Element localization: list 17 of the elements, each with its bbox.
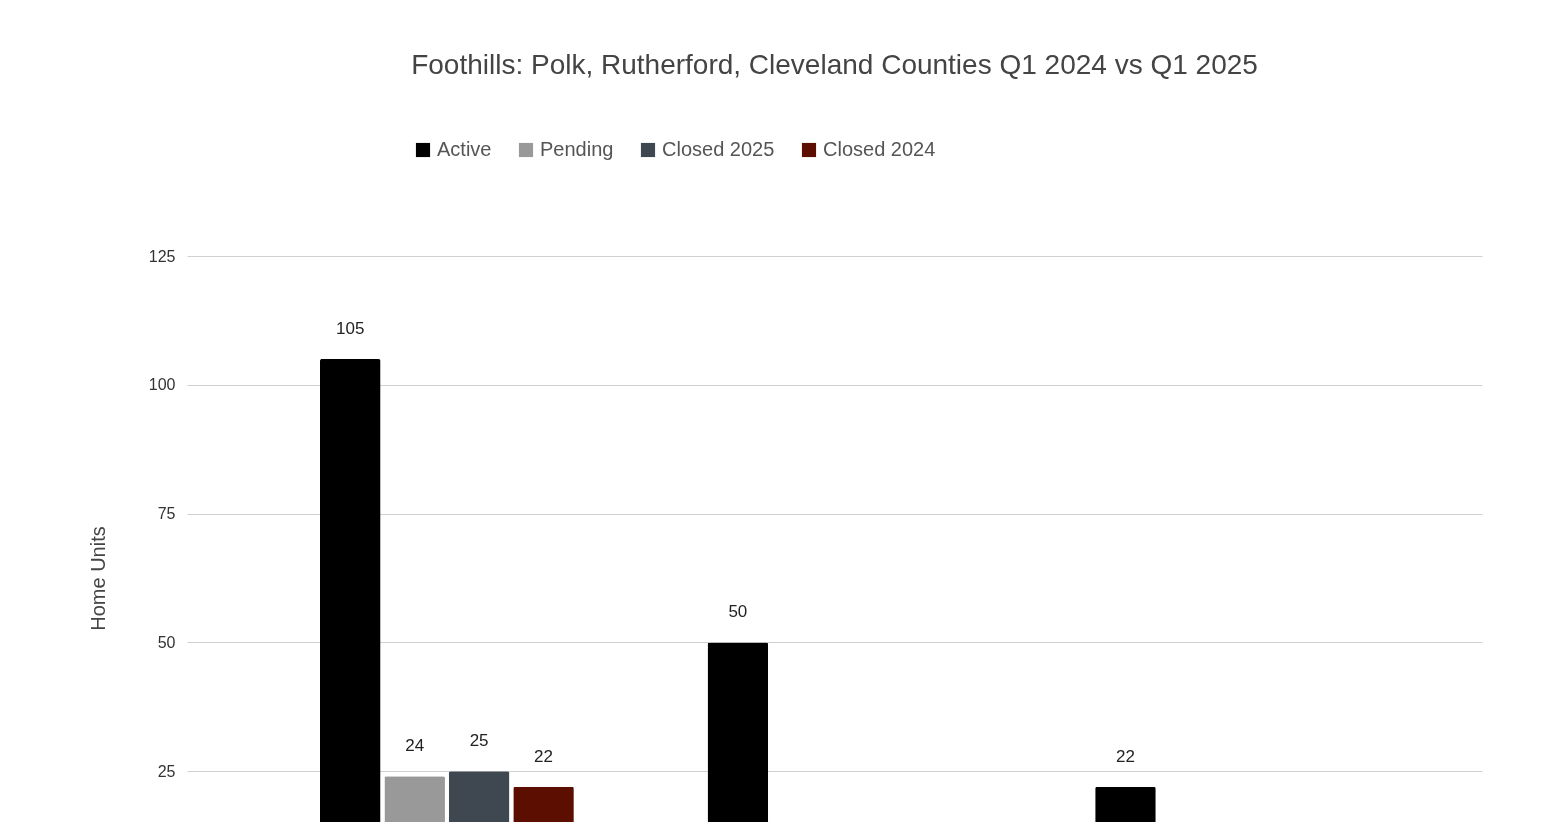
data-label: 25 [469,731,489,751]
data-label: 22 [534,746,554,766]
y-tick-label: 75 [157,505,176,523]
chart-title: Foothills: Polk, Rutherford, Cleveland Counties Q1 2024 vs Q1 2025 [411,49,1258,80]
y-axis-title: Home Units [86,526,109,631]
legend-label: Active [437,138,492,160]
y-tick-label: 100 [148,376,176,394]
legend-label: Closed 2025 [662,138,775,160]
y-tick-label: 125 [148,247,176,265]
legend-label: Closed 2024 [823,138,936,160]
data-label: 50 [728,602,748,622]
data-label: 105 [336,319,365,339]
data-label: 22 [1115,746,1135,766]
y-tick-label: 25 [157,762,176,780]
legend-label: Pending [540,138,614,160]
data-label: 24 [405,736,425,756]
y-tick-label: 50 [157,633,176,651]
